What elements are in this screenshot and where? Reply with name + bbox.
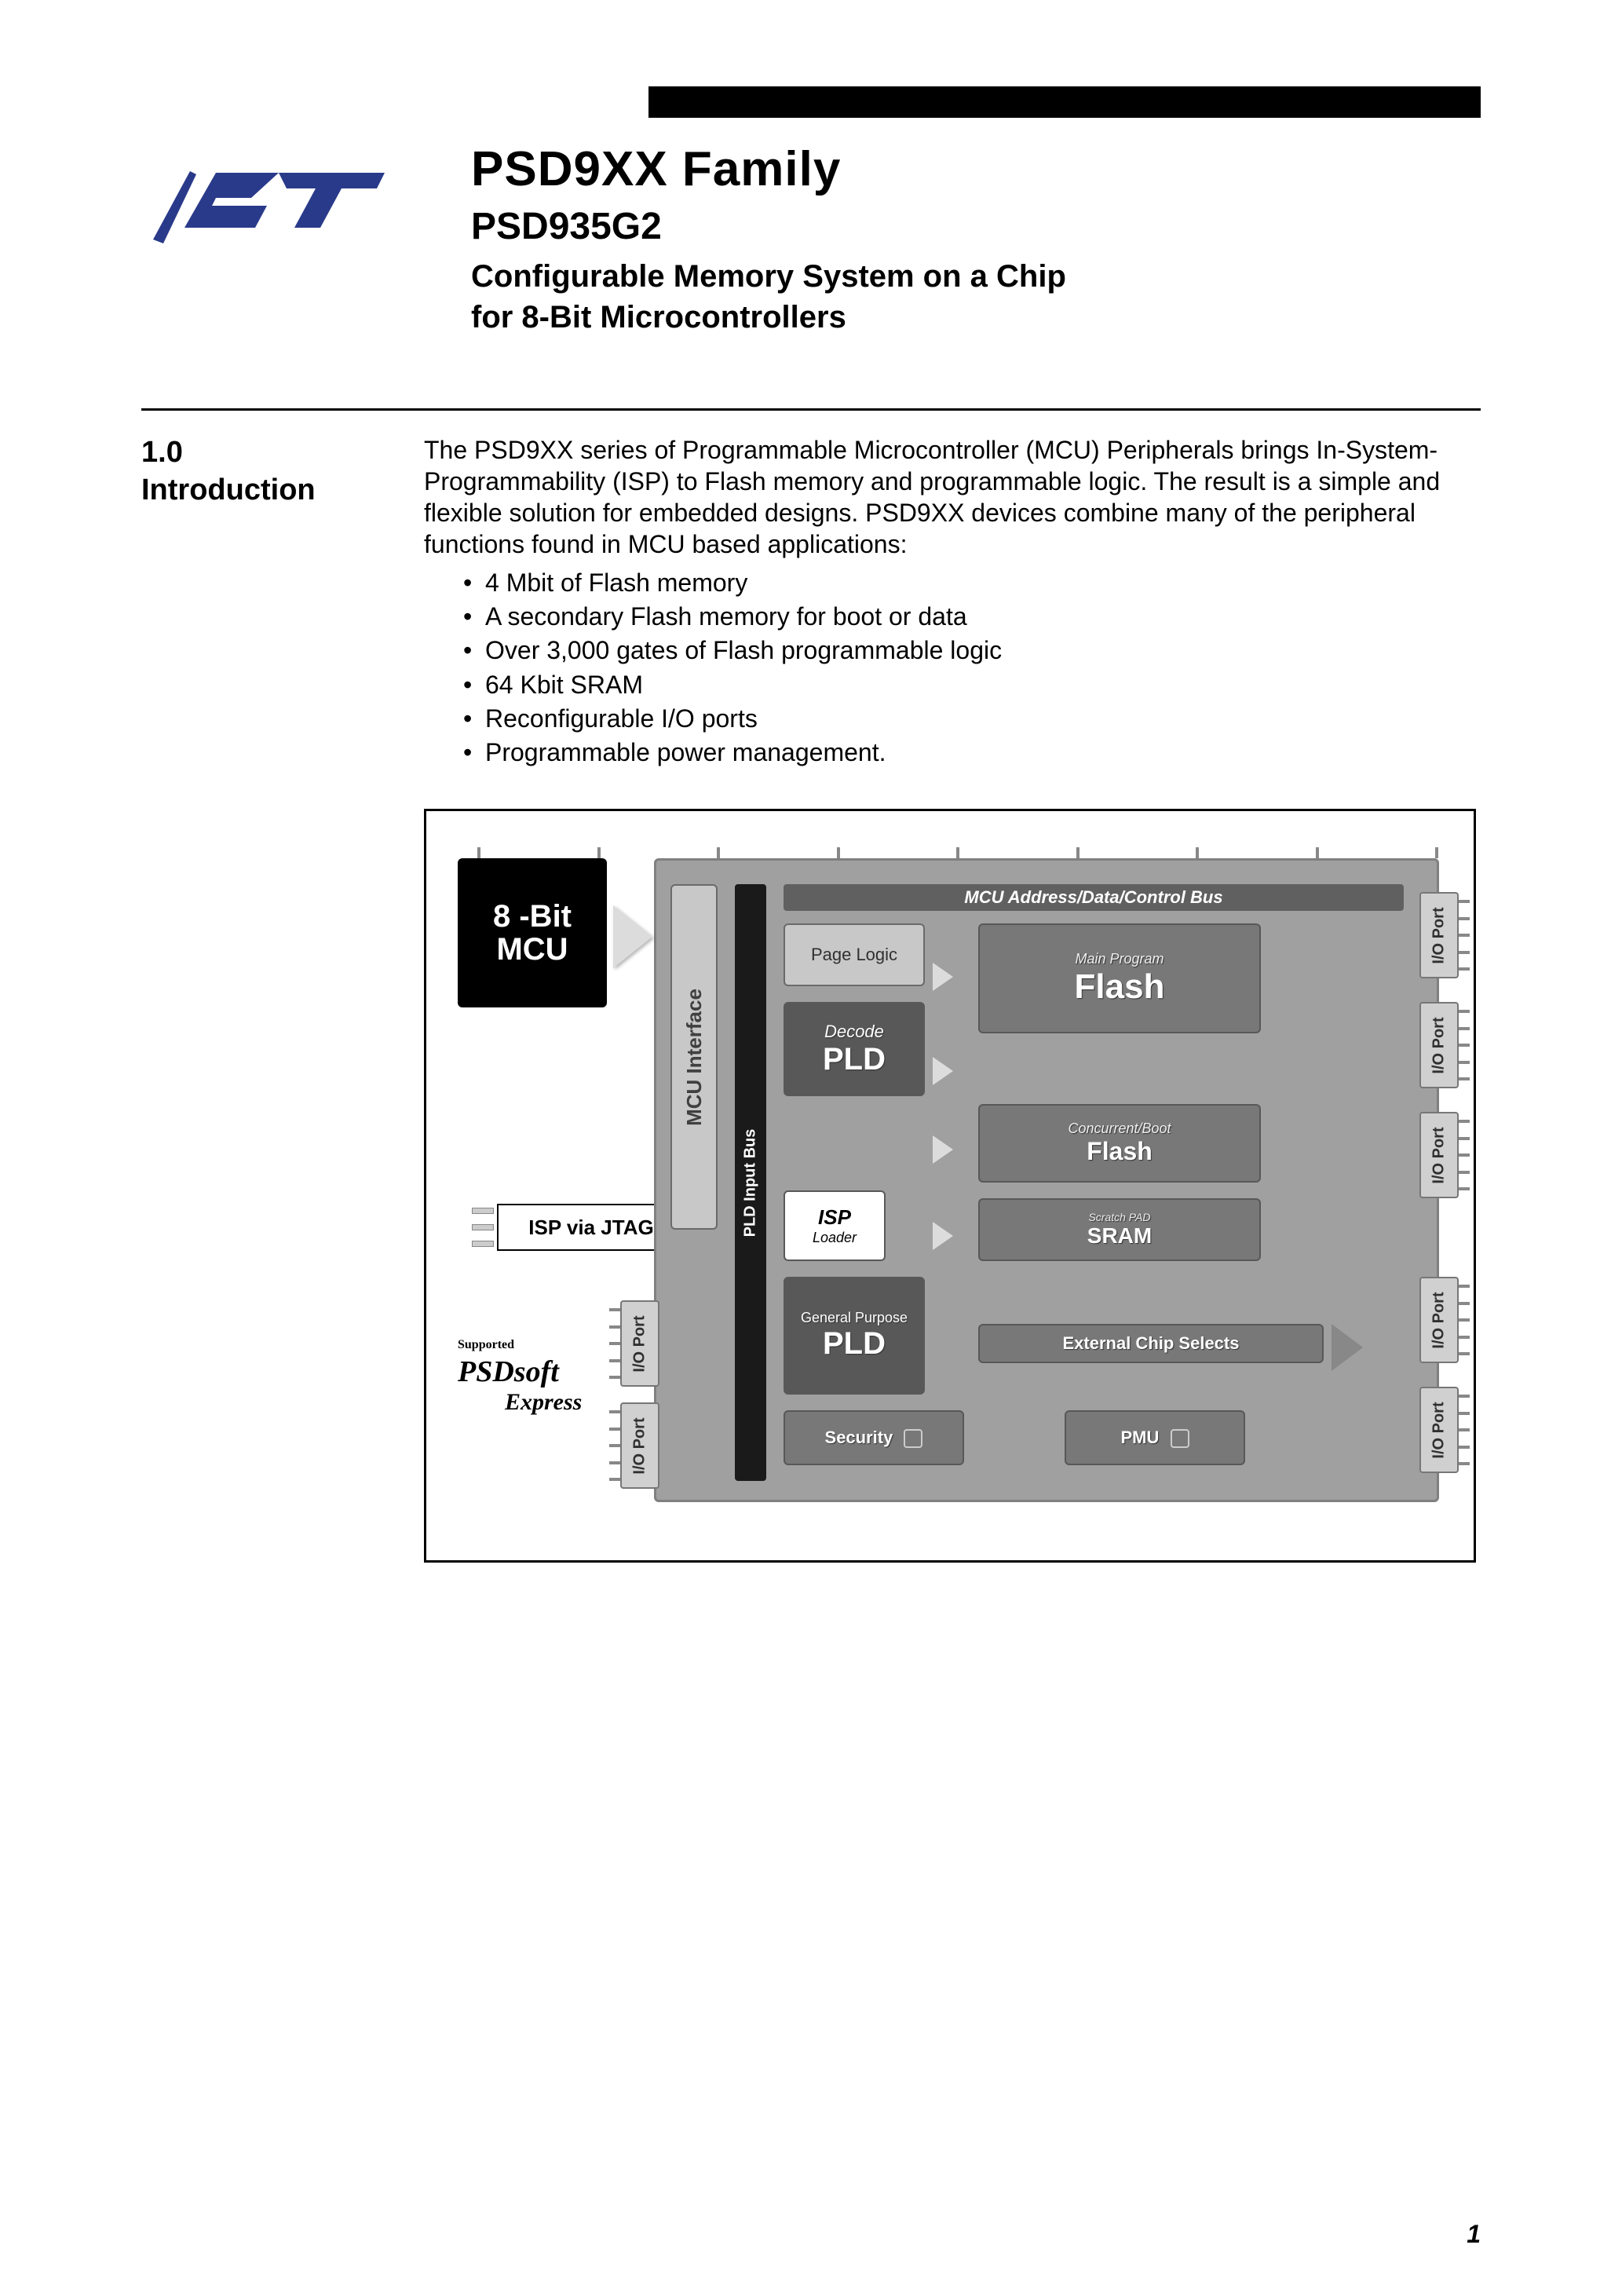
pld-input-bus-label: PLD Input Bus [742,1128,760,1237]
title-sub-2: for 8-Bit Microcontrollers [471,297,1481,338]
psd-main-box: MCU Interface PLD Input Bus MCU Address/… [654,858,1439,1502]
arrow-to-sram [933,1222,953,1250]
st-logo [141,133,400,338]
title-part: PSD935G2 [471,205,1481,248]
mcu-line2: MCU [496,933,568,966]
ext-cs-block: External Chip Selects [978,1324,1324,1363]
intro-para: The PSD9XX series of Programmable Microc… [424,434,1481,560]
block-diagram-figure: 8 -Bit MCU ISP via JTAG Supported PSDsof… [424,809,1476,1563]
bus-header-bar: MCU Address/Data/Control Bus [784,884,1404,911]
bullet-0: 4 Mbit of Flash memory [463,566,1481,600]
header-black-bar [648,86,1481,118]
mcu-pins [477,847,1438,858]
title-family: PSD9XX Family [471,141,1481,197]
arrow-to-flash [933,963,953,991]
pld-input-bus: PLD Input Bus [735,884,766,1481]
io-port-r4-label: I/O Port [1430,1292,1448,1348]
page-logic-block: Page Logic [784,923,925,986]
io-port-r1: I/O Port [1419,892,1459,978]
arrow-mcu-to-psd [613,905,652,968]
intro-bullets: 4 Mbit of Flash memory A secondary Flash… [424,566,1481,770]
sram-main: SRAM [1087,1223,1152,1249]
bullet-5: Programmable power management. [463,736,1481,770]
arrow-ext-cs [1332,1324,1363,1371]
decode-pld-block: Decode PLD [784,1002,925,1096]
arrow-to-decode [933,1057,953,1085]
bullet-4: Reconfigurable I/O ports [463,702,1481,736]
gp-pld-block: General Purpose PLD [784,1277,925,1395]
io-port-l2: I/O Port [620,1402,659,1489]
page-logic-label: Page Logic [811,945,897,965]
main-flash-block: Main Program Flash [978,923,1261,1033]
page-number: 1 [1467,2220,1481,2249]
arrow-to-bootflash [933,1135,953,1164]
io-port-l2-label: I/O Port [631,1417,649,1474]
io-port-r2-label: I/O Port [1430,1017,1448,1073]
header-row: PSD9XX Family PSD935G2 Configurable Memo… [141,133,1481,338]
pmu-label: PMU [1120,1428,1159,1447]
section-title: Introduction [141,472,377,510]
psdsoft-ex: Express [505,1389,582,1415]
isp-main: Loader [813,1230,857,1246]
io-port-r4: I/O Port [1419,1277,1459,1363]
section-number: 1.0 [141,434,377,472]
mainprog-main: Flash [1075,967,1165,1007]
gp-main: PLD [823,1326,886,1362]
title-block: PSD9XX Family PSD935G2 Configurable Memo… [471,133,1481,338]
title-sub-1: Configurable Memory System on a Chip [471,256,1481,297]
io-port-r2: I/O Port [1419,1002,1459,1088]
sram-sub: Scratch PAD [1088,1211,1150,1223]
pmu-block: PMU [1065,1410,1245,1465]
bullet-3: 64 Kbit SRAM [463,668,1481,702]
psdsoft-name: PSDsoft [458,1355,559,1388]
io-port-l1: I/O Port [620,1300,659,1387]
section-body: The PSD9XX series of Programmable Microc… [424,434,1481,770]
concboot-sub: Concurrent/Boot [1068,1121,1171,1137]
mcu-interface-block: MCU Interface [670,884,718,1230]
security-label: Security [825,1428,893,1447]
gp-sub: General Purpose [801,1310,908,1326]
lock-icon [904,1429,922,1448]
concboot-main: Flash [1087,1137,1153,1166]
mcu-chip-icon: 8 -Bit MCU [458,858,607,1007]
mcu-line1: 8 -Bit [493,900,572,933]
isp-loader-block: ISP Loader [784,1190,886,1261]
io-port-r5: I/O Port [1419,1387,1459,1473]
ext-cs-label: External Chip Selects [1063,1333,1240,1354]
security-block: Security [784,1410,964,1465]
mainprog-sub: Main Program [1075,951,1164,967]
decode-main: PLD [823,1042,886,1077]
section-label: 1.0 Introduction [141,434,377,770]
io-port-r3: I/O Port [1419,1112,1459,1198]
section-rule [141,408,1481,411]
psdsoft-supported: Supported [458,1338,514,1351]
bullet-2: Over 3,000 gates of Flash programmable l… [463,634,1481,667]
boot-flash-block: Concurrent/Boot Flash [978,1104,1261,1183]
sram-block: Scratch PAD SRAM [978,1198,1261,1261]
cylinder-icon [1171,1429,1189,1448]
io-port-r1-label: I/O Port [1430,907,1448,963]
io-port-r3-label: I/O Port [1430,1127,1448,1183]
mcu-interface-label: MCU Interface [682,989,707,1126]
section-row: 1.0 Introduction The PSD9XX series of Pr… [141,434,1481,770]
io-port-r5-label: I/O Port [1430,1402,1448,1458]
io-port-l1-label: I/O Port [631,1315,649,1372]
decode-sub: Decode [824,1022,884,1042]
isp-sub: ISP [818,1205,851,1230]
jtag-pins-icon [472,1202,494,1252]
bullet-1: A secondary Flash memory for boot or dat… [463,600,1481,634]
